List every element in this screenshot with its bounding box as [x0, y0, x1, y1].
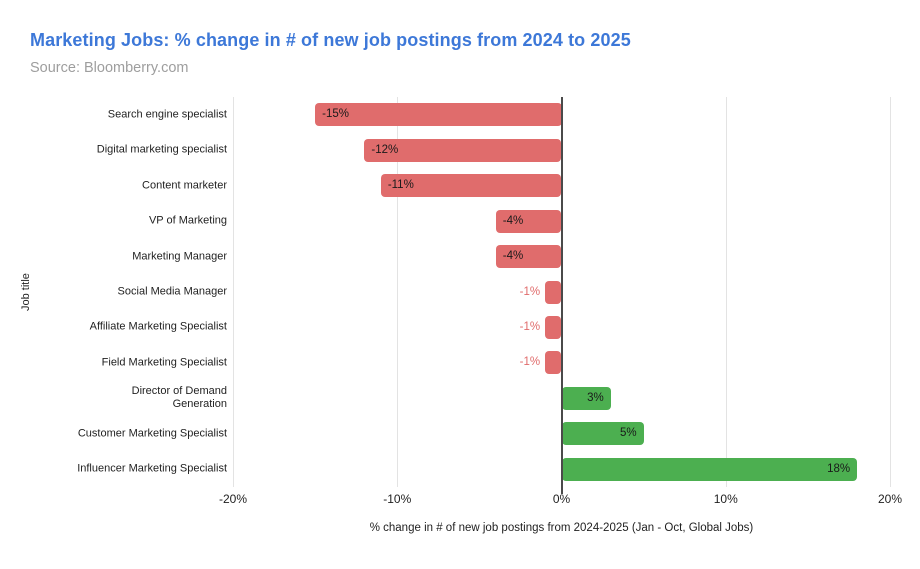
x-tick-label: -10% [383, 492, 412, 506]
negative-bar [380, 174, 562, 198]
category-label: Marketing Manager [132, 250, 227, 263]
x-tick-label: 0% [552, 492, 571, 506]
chart-source-subtitle: Source: Bloomberry.com [30, 60, 189, 76]
category-label: Search engine specialist [107, 108, 227, 121]
gridline [890, 97, 891, 487]
category-label: Affiliate Marketing Specialist [89, 320, 227, 333]
y-axis-title: Job title [20, 273, 32, 311]
gridline [397, 97, 399, 487]
bar-value-label: -4% [502, 214, 524, 227]
gridline [725, 97, 727, 487]
category-label: Customer Marketing Specialist [77, 427, 227, 440]
negative-bar [495, 245, 562, 269]
category-label: Digital marketing specialist [96, 143, 227, 156]
bar-value-label: -15% [322, 108, 349, 121]
category-label: VP of Marketing [148, 214, 227, 227]
bar-value-label: 3% [587, 391, 604, 404]
positive-bar [561, 457, 858, 481]
bar-value-label: 18% [827, 462, 851, 475]
zero-axis-line [560, 97, 563, 494]
bar-value-label: -12% [371, 143, 399, 156]
negative-bar [545, 315, 562, 339]
bar-value-label: -11% [387, 179, 414, 192]
bar-value-label: -1% [519, 356, 541, 369]
bar-value-label: -1% [519, 320, 541, 333]
bar-value-label: -1% [519, 285, 541, 298]
x-axis-title: % change in # of new job postings from 2… [369, 522, 754, 534]
category-label: Director of Demand Generation [131, 385, 227, 411]
x-tick-label: 20% [877, 492, 903, 506]
bar-value-label: 5% [620, 427, 637, 440]
category-label: Social Media Manager [117, 285, 227, 298]
category-label: Influencer Marketing Specialist [77, 462, 227, 475]
positive-bar [561, 422, 644, 446]
positive-bar [561, 386, 611, 410]
negative-bar [545, 280, 562, 304]
negative-bar [545, 351, 562, 375]
category-label: Content marketer [142, 179, 227, 192]
x-tick-label: 10% [713, 492, 738, 506]
chart-title: Marketing Jobs: % change in # of new job… [30, 30, 631, 50]
negative-bar [495, 209, 562, 233]
gridline [233, 97, 234, 487]
bar-value-label: -4% [502, 250, 524, 263]
negative-bar [315, 103, 562, 127]
x-tick-label: -20% [218, 492, 247, 506]
category-label: Field Marketing Specialist [101, 356, 227, 369]
negative-bar [364, 138, 562, 162]
